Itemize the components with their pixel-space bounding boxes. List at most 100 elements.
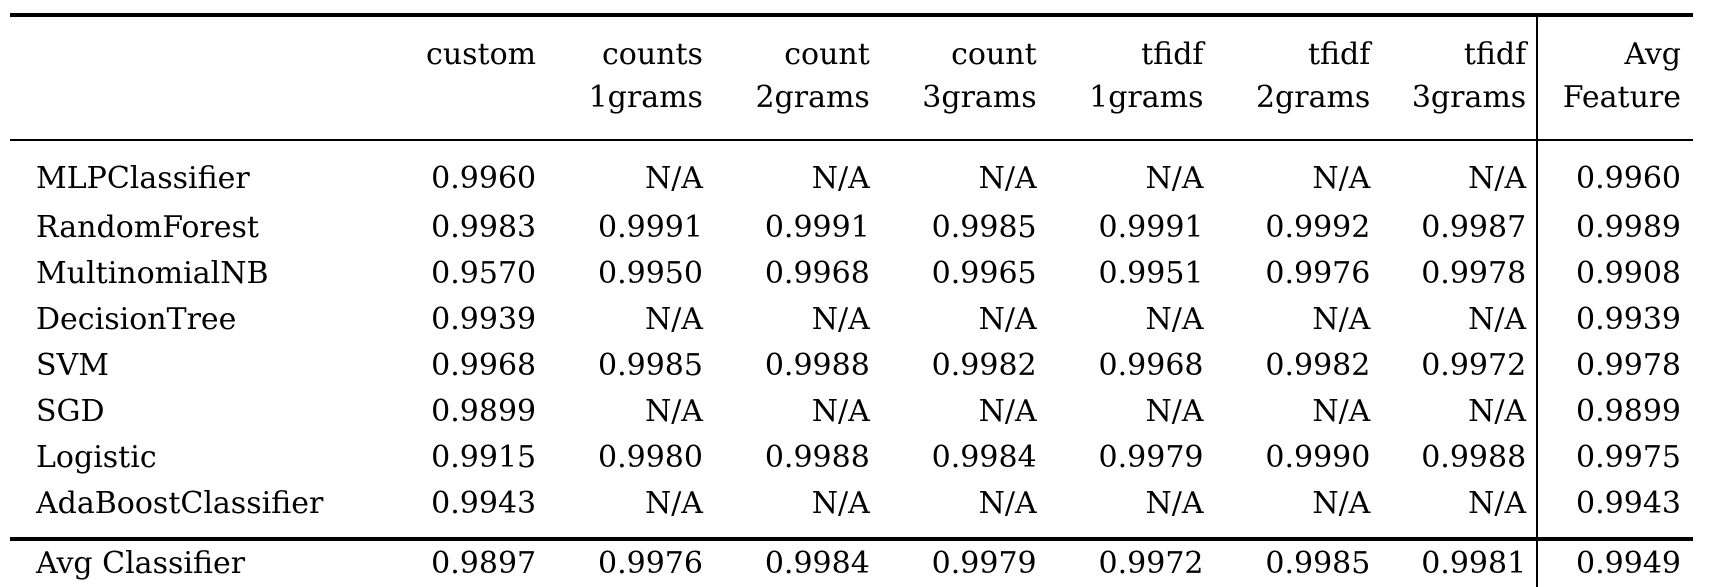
cell-value: N/A [978, 302, 1037, 337]
col-header-tfidf-3grams: tfidf 3grams [1370, 13, 1539, 141]
cell-value: 0.9968 [1098, 348, 1204, 383]
cell-value: 0.9980 [597, 440, 703, 475]
results-table: custom counts 1grams count 2grams count … [10, 13, 1693, 587]
cell-avg-overall: 0.9949 [1537, 537, 1693, 587]
cell-value: N/A [1312, 486, 1371, 521]
cell-value: 0.9991 [764, 210, 870, 245]
cell-value: 0.9968 [431, 348, 537, 383]
cell-value: 0.9984 [931, 440, 1037, 475]
table-row: AdaBoostClassifier 0.9943 N/A N/A N/A N/… [10, 481, 1693, 539]
table-row: RandomForest 0.9983 0.9991 0.9991 0.9985… [10, 205, 1693, 251]
table-row: SVM 0.9968 0.9985 0.9988 0.9982 0.9968 0… [10, 343, 1693, 389]
col-header-line1: count [784, 37, 870, 72]
cell-value: 0.9988 [764, 440, 870, 475]
cell-avg-feature: 0.9989 [1576, 210, 1681, 245]
cell-value: 0.9979 [869, 537, 1037, 587]
col-header-line1: counts [602, 37, 703, 72]
cell-value: 0.9951 [1098, 256, 1204, 291]
cell-value: 0.9915 [431, 440, 537, 475]
cell-value: N/A [978, 161, 1037, 196]
cell-value: N/A [644, 302, 703, 337]
cell-value: N/A [811, 161, 870, 196]
cell-value: 0.9982 [1265, 348, 1371, 383]
cell-value: 0.9988 [1370, 435, 1539, 481]
cell-value: 0.9899 [431, 394, 537, 429]
row-label: MLPClassifier [36, 161, 250, 196]
table-row: MultinomialNB 0.9570 0.9950 0.9968 0.996… [10, 251, 1693, 297]
cell-value: N/A [1145, 161, 1204, 196]
row-label: DecisionTree [36, 302, 237, 337]
avg-classifier-row: Avg Classifier 0.9897 0.9976 0.9984 0.99… [10, 537, 1693, 587]
cell-value: 0.9976 [1265, 256, 1371, 291]
cell-value: N/A [1312, 394, 1371, 429]
table-row: MLPClassifier 0.9960 N/A N/A N/A N/A N/A… [10, 140, 1693, 205]
cell-avg-feature: 0.9960 [1576, 161, 1681, 196]
cell-value: 0.9960 [431, 161, 537, 196]
col-header-count-3grams: count 3grams [869, 13, 1037, 141]
cell-value: 0.9984 [702, 537, 870, 587]
cell-value: 0.9978 [1370, 251, 1539, 297]
cell-value: N/A [1145, 302, 1204, 337]
cell-value: 0.9972 [1036, 537, 1204, 587]
cell-value: 0.9983 [431, 210, 537, 245]
cell-value: 0.9985 [1203, 537, 1371, 587]
col-header-tfidf-2grams: tfidf 2grams [1203, 13, 1371, 141]
cell-value: 0.9570 [431, 256, 537, 291]
cell-avg-feature: 0.9978 [1576, 348, 1681, 383]
cell-value: N/A [811, 486, 870, 521]
cell-value: 0.9939 [431, 302, 537, 337]
cell-value: N/A [644, 486, 703, 521]
col-header-count-2grams: count 2grams [702, 13, 870, 141]
cell-value: 0.9943 [431, 486, 537, 521]
col-header-line1: tfidf [1141, 37, 1204, 72]
col-header-counts-1grams: counts 1grams [536, 13, 703, 141]
row-label: SVM [36, 348, 109, 383]
cell-value: 0.9968 [764, 256, 870, 291]
header-row: custom counts 1grams count 2grams count … [10, 13, 1693, 141]
cell-avg-feature: 0.9908 [1576, 256, 1681, 291]
cell-value: 0.9990 [1265, 440, 1371, 475]
cell-avg-feature: 0.9899 [1576, 394, 1681, 429]
row-label: AdaBoostClassifier [36, 486, 324, 521]
cell-avg-feature: 0.9943 [1576, 486, 1681, 521]
col-header-line2: Feature [1562, 80, 1681, 115]
cell-value: N/A [811, 302, 870, 337]
cell-value: N/A [1370, 297, 1539, 343]
cell-avg-feature: 0.9939 [1576, 302, 1681, 337]
cell-value: 0.9981 [1370, 537, 1539, 587]
row-label: Logistic [36, 440, 157, 475]
cell-value: N/A [1145, 486, 1204, 521]
cell-value: 0.9991 [597, 210, 703, 245]
cell-value: N/A [1145, 394, 1204, 429]
row-label: SGD [36, 394, 105, 429]
row-label: MultinomialNB [36, 256, 269, 291]
cell-value: N/A [644, 161, 703, 196]
table-row: SGD 0.9899 N/A N/A N/A N/A N/A N/A 0.989… [10, 389, 1693, 435]
col-header-line1: custom [426, 37, 537, 72]
col-header-line2: 3grams [922, 80, 1037, 115]
cell-value: N/A [811, 394, 870, 429]
cell-value: 0.9992 [1265, 210, 1371, 245]
cell-value: 0.9985 [931, 210, 1037, 245]
cell-value: N/A [1312, 302, 1371, 337]
cell-value: 0.9988 [764, 348, 870, 383]
cell-value: N/A [644, 394, 703, 429]
cell-value: N/A [1370, 481, 1539, 539]
cell-value: N/A [1370, 389, 1539, 435]
cell-value: N/A [978, 394, 1037, 429]
cell-value: 0.9991 [1098, 210, 1204, 245]
cell-value: 0.9897 [393, 537, 537, 587]
col-header-avg-feature: Avg Feature [1537, 13, 1693, 141]
col-header-line2: 1grams [1089, 80, 1204, 115]
cell-avg-feature: 0.9975 [1576, 440, 1681, 475]
cell-value: 0.9985 [597, 348, 703, 383]
header-corner-cell [10, 13, 394, 141]
col-header-line2: 1grams [588, 80, 703, 115]
col-header-line2: 2grams [755, 80, 870, 115]
col-header-line2: 2grams [1255, 80, 1371, 115]
cell-value: 0.9972 [1370, 343, 1539, 389]
table-row: DecisionTree 0.9939 N/A N/A N/A N/A N/A … [10, 297, 1693, 343]
row-label: Avg Classifier [10, 537, 394, 587]
col-header-line1: tfidf [1463, 37, 1527, 72]
col-header-line1: Avg [1624, 37, 1681, 72]
